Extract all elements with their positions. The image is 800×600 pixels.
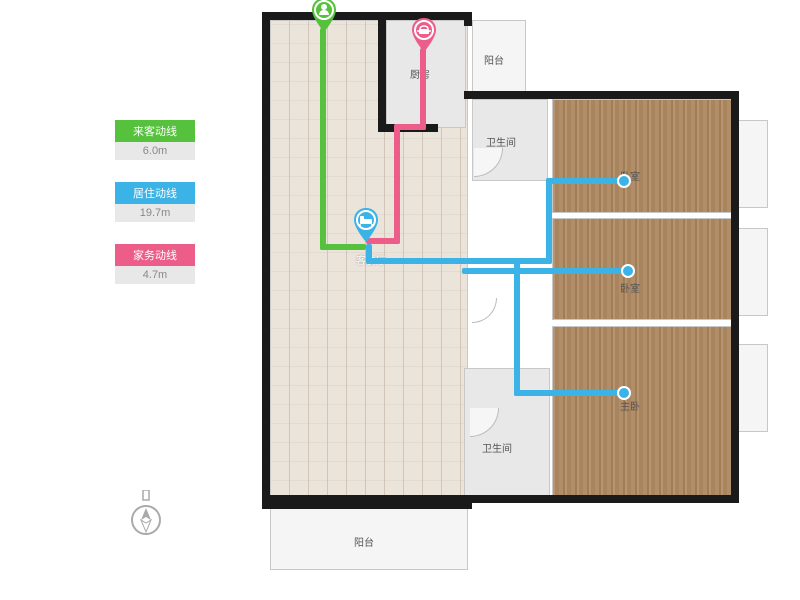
floorplan: 厨房阳台卫生间卧室卧室主卧卫生间阳台客餐厅 — [262, 8, 762, 588]
path-node-icon — [617, 174, 631, 188]
legend-label: 居住动线 — [115, 182, 195, 204]
path-living — [366, 258, 552, 264]
wall — [464, 12, 472, 26]
pin-pot-icon — [411, 18, 437, 52]
wall — [262, 12, 472, 20]
legend-value: 6.0m — [115, 142, 195, 160]
path-node-icon — [621, 264, 635, 278]
path-living — [546, 178, 624, 184]
path-living — [546, 178, 552, 264]
path-guest — [320, 244, 366, 250]
compass-icon — [128, 490, 164, 540]
room-bump1 — [738, 120, 768, 208]
path-living — [514, 258, 520, 396]
path-living — [514, 390, 624, 396]
door-icon — [472, 298, 497, 323]
wall — [731, 91, 739, 503]
wall — [262, 12, 270, 507]
legend-label: 家务动线 — [115, 244, 195, 266]
room-balcony2 — [270, 506, 468, 570]
room-balcony1 — [472, 20, 526, 94]
path-housework — [394, 124, 400, 244]
room-bump2 — [738, 228, 768, 316]
path-node-icon — [617, 386, 631, 400]
legend-value: 4.7m — [115, 266, 195, 284]
path-guest — [320, 28, 326, 250]
pin-person-icon — [311, 0, 337, 32]
legend-item-guest: 来客动线 6.0m — [115, 120, 195, 160]
room-bump3 — [738, 344, 768, 432]
legend-label: 来客动线 — [115, 120, 195, 142]
legend-item-living: 居住动线 19.7m — [115, 182, 195, 222]
path-living — [462, 268, 628, 274]
wall — [464, 495, 739, 503]
room-bed1 — [552, 99, 734, 213]
wall — [262, 495, 472, 503]
legend-value: 19.7m — [115, 204, 195, 222]
path-housework — [420, 48, 426, 130]
wall — [464, 91, 739, 99]
legend: 来客动线 6.0m 居住动线 19.7m 家务动线 4.7m — [115, 120, 195, 306]
room-bed3 — [552, 326, 734, 498]
legend-item-housework: 家务动线 4.7m — [115, 244, 195, 284]
pin-bed-icon — [353, 208, 379, 242]
wall — [378, 12, 386, 132]
